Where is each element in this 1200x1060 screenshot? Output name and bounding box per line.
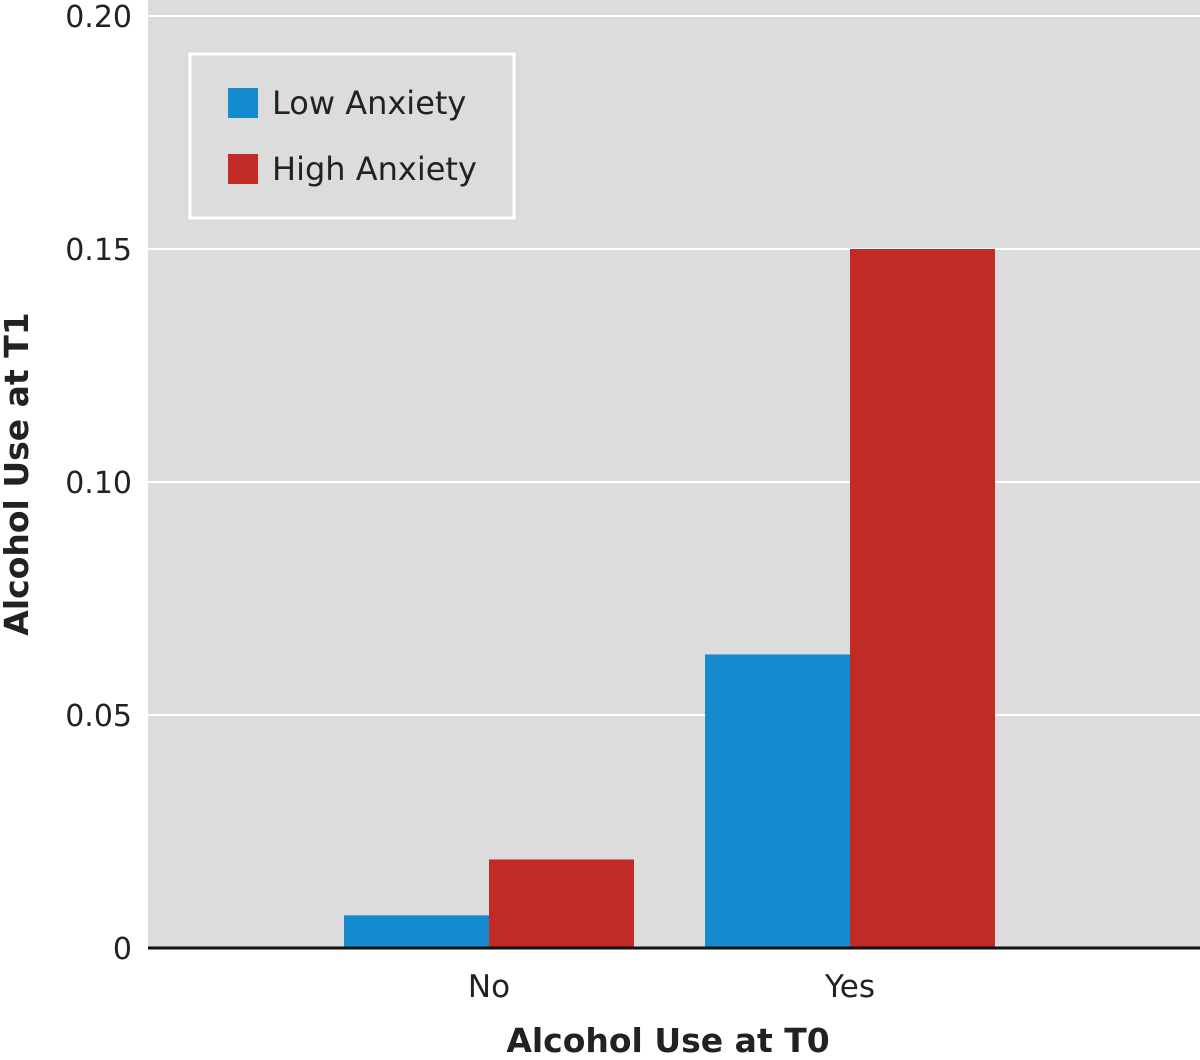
bar-low-anxiety-no: [344, 915, 489, 948]
x-tick-label-no: No: [468, 969, 510, 1005]
x-axis-title: Alcohol Use at T0: [506, 1021, 829, 1055]
legend-swatch-low-anxiety: [228, 88, 258, 118]
y-tick-label: 0: [113, 932, 132, 967]
y-tick-labels: 0 0.05 0.10 0.15 0.20: [65, 0, 132, 967]
y-tick-label: 0.20: [65, 0, 132, 35]
gridlines: [148, 15, 1200, 716]
bar-high-anxiety-yes: [850, 249, 995, 948]
y-tick-label: 0.10: [65, 466, 132, 501]
y-tick-label: 0.15: [65, 233, 132, 268]
legend-box: [188, 52, 516, 220]
bars: [344, 249, 995, 948]
legend-swatch-high-anxiety: [228, 154, 258, 184]
x-tick-labels: No Yes: [468, 969, 875, 1005]
y-axis-title: Alcohol Use at T1: [0, 312, 36, 635]
legend-label-low-anxiety: Low Anxiety: [272, 84, 466, 122]
y-tick-label: 0.05: [65, 699, 132, 734]
legend-label-high-anxiety: High Anxiety: [272, 150, 477, 188]
bar-high-anxiety-no: [489, 859, 634, 948]
legend: Low Anxiety High Anxiety: [188, 52, 516, 220]
bar-low-anxiety-yes: [705, 654, 850, 948]
x-tick-label-yes: Yes: [824, 969, 875, 1005]
plot-area: [148, 0, 1200, 948]
